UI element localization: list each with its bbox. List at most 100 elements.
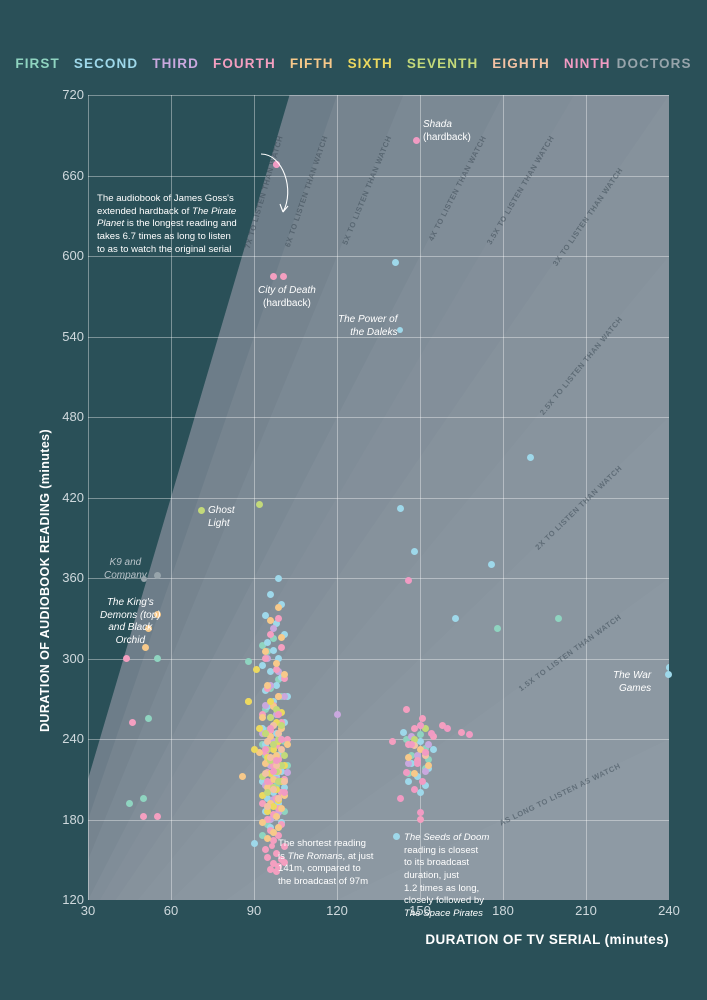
data-point [402, 705, 410, 713]
data-point [405, 754, 413, 762]
data-point [419, 778, 427, 786]
data-point [267, 697, 275, 705]
data-point [256, 724, 264, 732]
legend-item-fourth[interactable]: FOURTH [212, 56, 276, 71]
gridline-y-420 [88, 497, 669, 499]
plot-clip: 7X TO LISTEN THAN WATCH 6X TO LISTEN THAN… [88, 95, 669, 900]
x-tick-240: 240 [658, 903, 680, 918]
data-point [153, 813, 161, 821]
legend-item-first[interactable]: FIRST [15, 56, 60, 71]
data-point [280, 671, 288, 679]
data-point [488, 561, 496, 569]
data-point [269, 746, 277, 754]
data-point [258, 832, 266, 840]
gridline-y-360 [88, 578, 669, 579]
data-point [145, 715, 153, 723]
data-point [665, 664, 669, 672]
data-point [256, 500, 264, 508]
data-point [438, 722, 446, 730]
data-point [264, 802, 272, 810]
data-point [272, 660, 280, 668]
data-point [280, 692, 288, 700]
x-tick-90: 90 [246, 903, 262, 918]
data-point [527, 453, 535, 461]
data-point [280, 675, 288, 683]
data-point [267, 865, 275, 873]
gridline-y-540 [88, 336, 669, 338]
label-shada: Shada (hardback) [423, 119, 471, 143]
x-tick-30: 30 [80, 903, 96, 918]
data-point [267, 714, 275, 722]
ratio-label-2: 2X TO LISTEN THAN WATCH [533, 463, 625, 552]
data-point [269, 740, 277, 748]
data-point [275, 614, 283, 622]
data-point [402, 735, 410, 743]
data-point [264, 807, 272, 815]
legend-item-second[interactable]: SECOND [73, 56, 139, 71]
data-point [280, 842, 288, 850]
y-tick-420: 420 [62, 489, 84, 505]
data-point [410, 786, 418, 794]
data-point [272, 813, 280, 821]
shada-dot [412, 136, 420, 144]
gridline-y-180 [88, 819, 669, 821]
data-point [275, 824, 283, 832]
data-point [244, 697, 252, 705]
x-axis-title: DURATION OF TV SERIAL (minutes) [425, 932, 669, 947]
data-point [261, 770, 269, 778]
data-point [267, 590, 275, 598]
x-tick-210: 210 [575, 903, 597, 918]
data-point [269, 646, 277, 654]
gridline-x-180 [503, 95, 504, 900]
data-point [261, 648, 269, 656]
data-point [424, 762, 432, 770]
data-point [264, 783, 272, 791]
data-point [416, 789, 424, 797]
legend-item-eighth[interactable]: EIGHTH [492, 56, 550, 71]
data-point [416, 722, 424, 730]
legend-item-doctors[interactable]: DOCTORS [616, 56, 692, 71]
y-tick-240: 240 [62, 731, 84, 746]
data-point [261, 845, 269, 853]
label-power-of-the-daleks: The Power of the Daleks [338, 314, 398, 338]
y-tick-660: 660 [62, 167, 84, 183]
data-point [128, 719, 136, 727]
data-point [413, 759, 421, 767]
data-point [458, 728, 465, 736]
data-point [250, 840, 258, 848]
label-ghost-light: Ghost Light [208, 505, 235, 529]
legend-item-fifth[interactable]: FIFTH [289, 56, 334, 71]
data-point [413, 751, 421, 759]
gridline-y-660 [88, 175, 669, 177]
y-tick-480: 480 [62, 409, 84, 424]
x-tick-180: 180 [492, 903, 514, 918]
data-point [275, 604, 283, 612]
legend-item-seventh[interactable]: SEVENTH [406, 56, 479, 71]
data-point [402, 769, 410, 777]
city-of-death-dot [279, 272, 287, 280]
legend-item-ninth[interactable]: NINTH [563, 56, 611, 71]
data-point [280, 778, 288, 786]
data-point [278, 601, 286, 609]
data-point [283, 735, 291, 743]
data-point [278, 821, 286, 829]
kings-demons-dot [141, 643, 149, 651]
data-point [272, 681, 280, 689]
data-point [427, 730, 435, 738]
data-point [264, 638, 272, 646]
label-city-of-death: City of Death (hardback) [258, 285, 316, 309]
y-tick-360: 360 [62, 570, 84, 585]
data-point [275, 655, 283, 662]
data-point [261, 655, 269, 662]
data-point [261, 746, 269, 754]
y-tick-180: 180 [62, 811, 84, 827]
legend-item-third[interactable]: THIRD [152, 56, 199, 71]
data-point [264, 789, 272, 797]
data-point [275, 832, 283, 840]
data-point [269, 625, 277, 633]
gridline-x-120 [337, 95, 338, 900]
data-point [397, 504, 405, 512]
data-point [444, 724, 452, 732]
data-point [430, 746, 438, 754]
legend-item-sixth[interactable]: SIXTH [347, 56, 393, 71]
